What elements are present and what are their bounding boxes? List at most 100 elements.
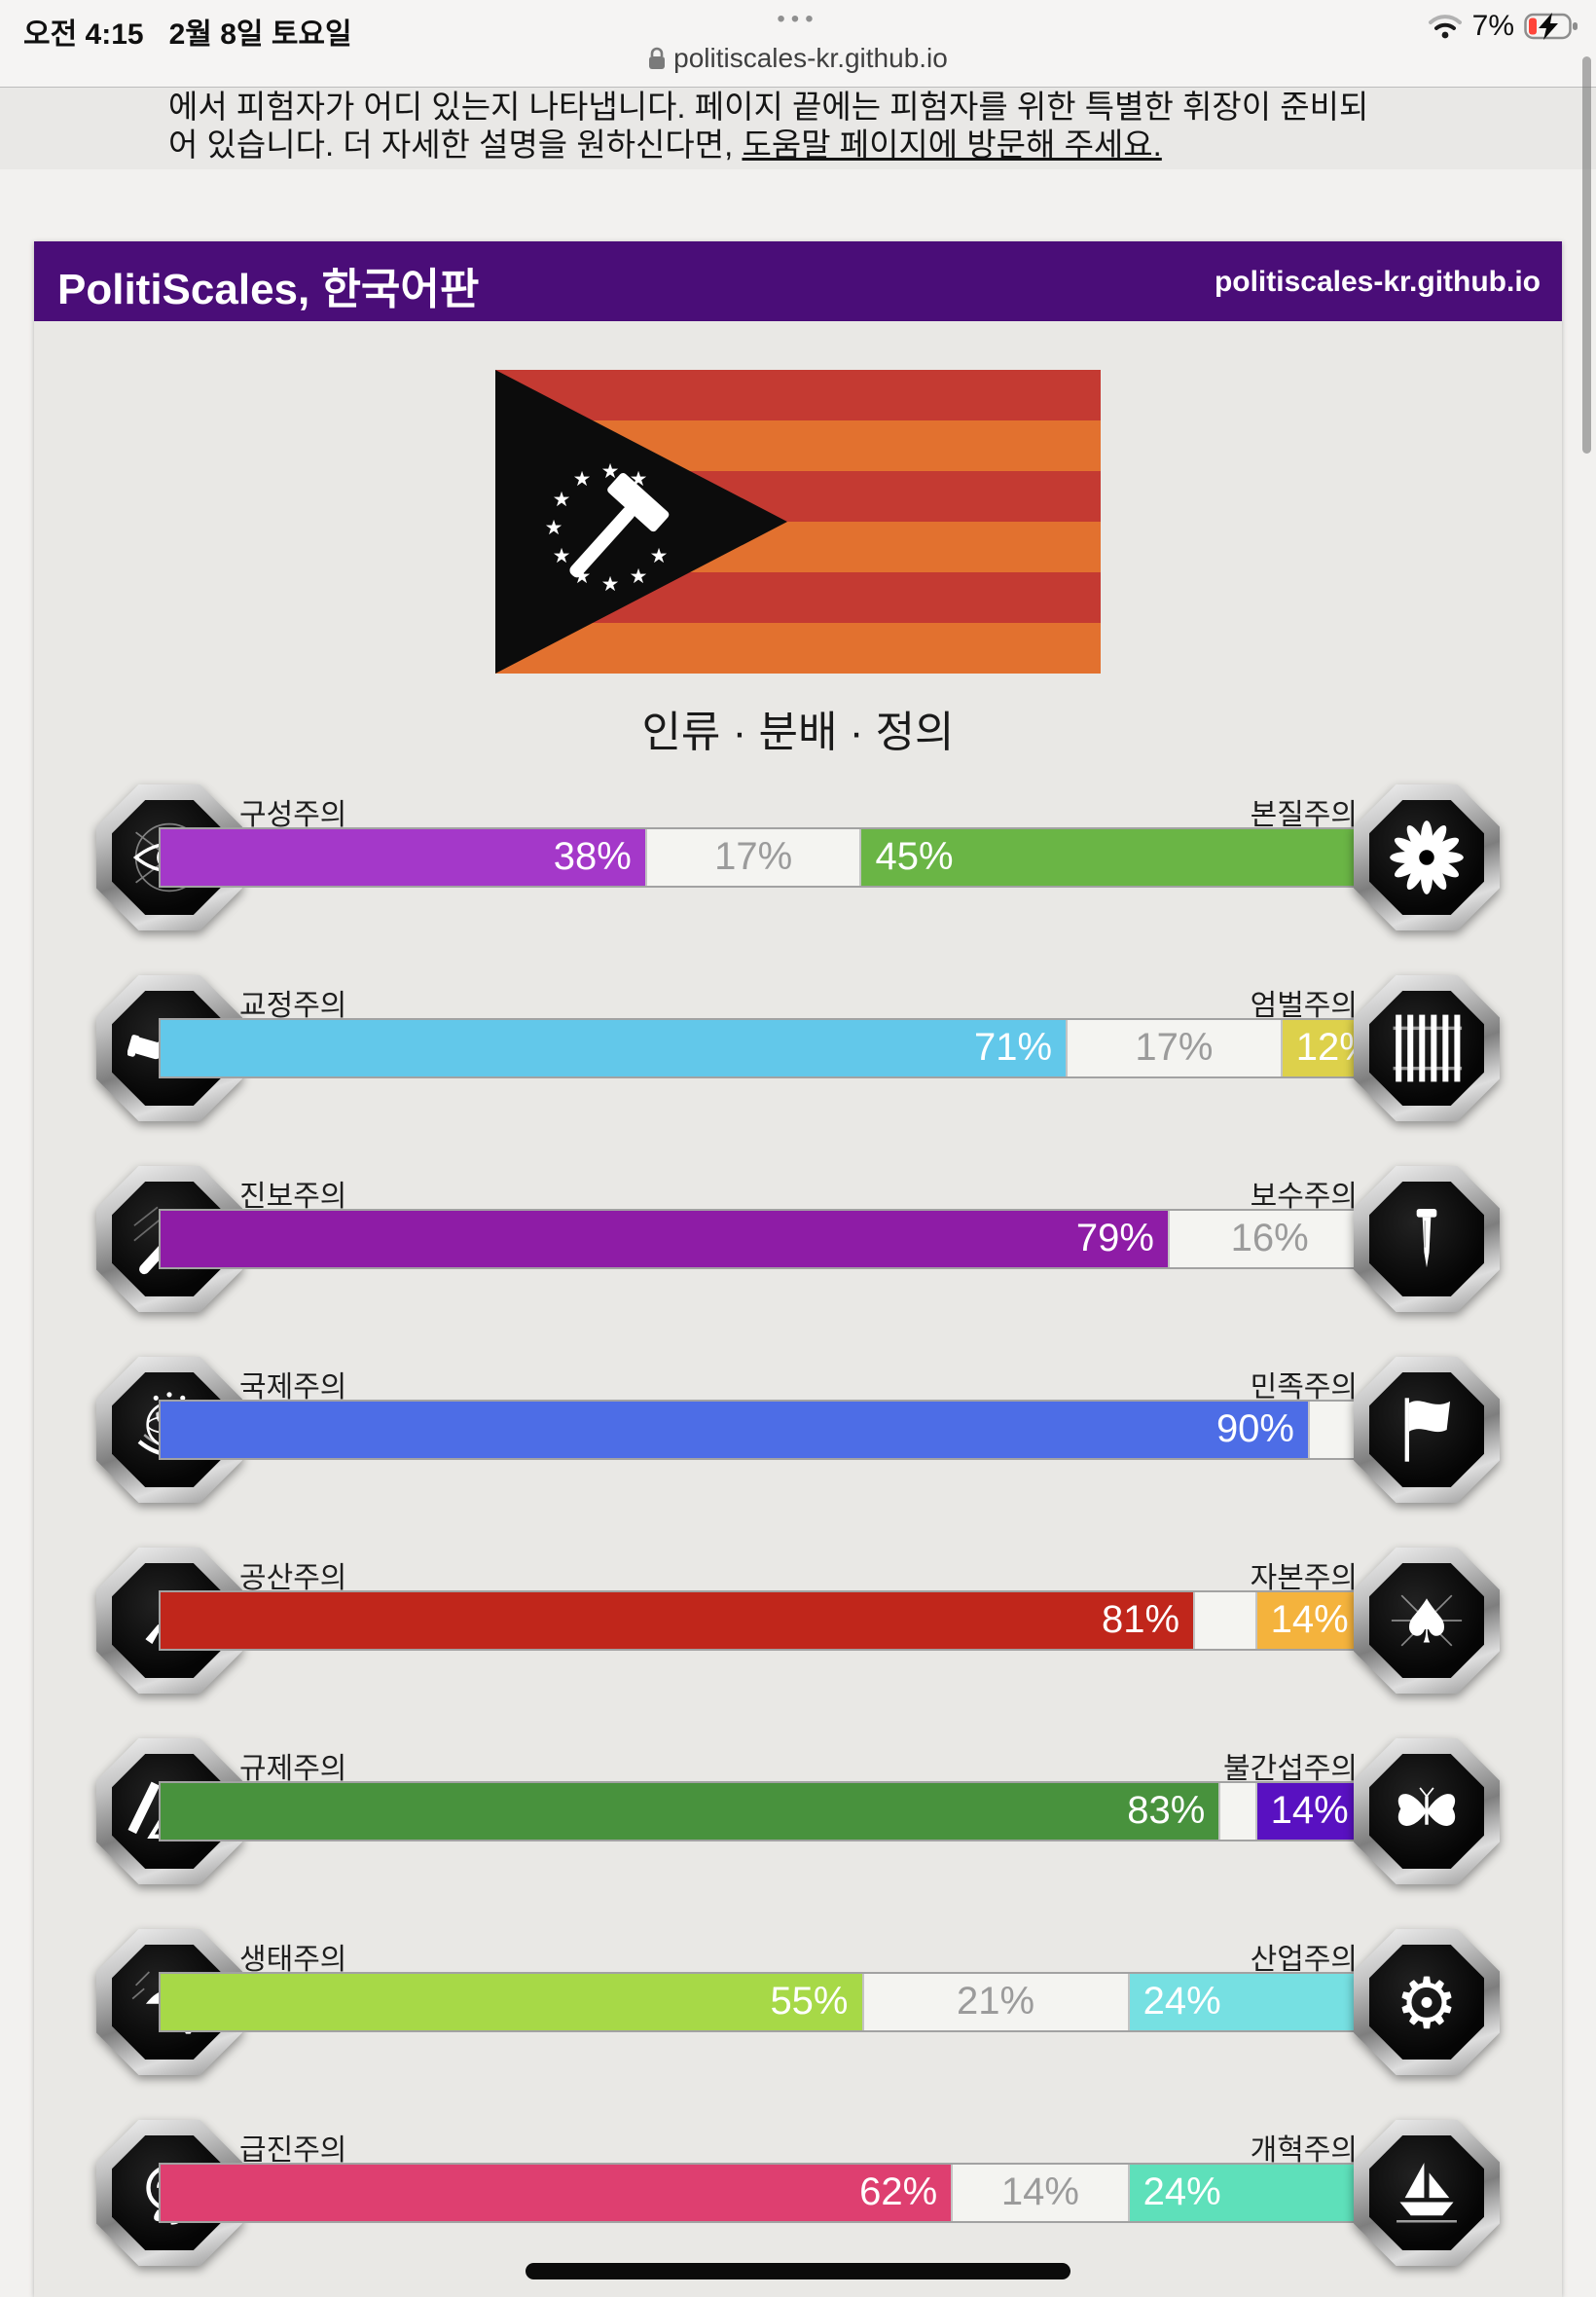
- axis-left-label: 진보주의: [239, 1181, 347, 1213]
- axis-neutral-segment: 21%: [861, 1974, 1130, 2030]
- axis-left-label: 공산주의: [239, 1562, 347, 1594]
- axis-right-icon: [1385, 1960, 1469, 2044]
- status-datetime: 오전 4:15 2월 8일 토요일: [23, 10, 352, 53]
- intro-line-1: 에서 피험자가 어디 있는지 나타냅니다. 페이지 끝에는 피험자를 위한 특별…: [168, 89, 1369, 125]
- axis-row: 교정주의 엄벌주의 71% 17% 12%: [34, 946, 1562, 1137]
- axis-right-icon: [1385, 2151, 1469, 2235]
- svg-text:★: ★: [553, 544, 571, 567]
- battery-percent: 7%: [1471, 10, 1514, 42]
- axis-neutral-segment: [1193, 1592, 1257, 1649]
- svg-text:★: ★: [630, 467, 648, 491]
- site-url-label: politiscales-kr.github.io: [1214, 266, 1541, 298]
- axis-right-icon: [1385, 816, 1469, 899]
- axis-left-segment: 71%: [161, 1020, 1067, 1076]
- axis-neutral-segment: [1218, 1783, 1257, 1840]
- axis-right-badge: [1354, 1929, 1500, 2075]
- lock-icon: [649, 47, 666, 69]
- svg-text:★: ★: [630, 565, 648, 588]
- axis-right-segment: 45%: [861, 829, 1435, 886]
- intro-line-2: 어 있습니다. 더 자세한 설명을 원하신다면, 도움말 페이지에 방문해 주세…: [168, 126, 1596, 164]
- axis-row: 국제주의 민족주의 90%: [34, 1328, 1562, 1518]
- svg-text:★: ★: [545, 516, 563, 539]
- axis-left-label: 구성주의: [239, 799, 347, 831]
- axis-right-badge: [1354, 2120, 1500, 2266]
- axis-right-icon: [1385, 1006, 1469, 1090]
- axis-left-segment: 55%: [161, 1974, 862, 2030]
- axes-list: 구성주의 본질주의 38% 17% 45% 교정주의 엄벌주의 71% 17% …: [34, 755, 1562, 2281]
- axis-row: 진보주의 보수주의 79% 16%: [34, 1137, 1562, 1328]
- axis-right-badge: [1354, 1738, 1500, 1884]
- axis-row: 급진주의 개혁주의 62% 14% 24%: [34, 2091, 1562, 2281]
- axis-right-label: 산업주의: [1250, 1944, 1358, 1976]
- wifi-icon: [1428, 15, 1462, 39]
- axis-left-label: 국제주의: [239, 1371, 347, 1404]
- axis-right-label: 민족주의: [1250, 1371, 1358, 1404]
- result-flag: ★★★ ★★★ ★ ★ ★ ★: [495, 370, 1101, 674]
- axis-row: 생태주의 산업주의 55% 21% 24%: [34, 1900, 1562, 2091]
- axis-right-label: 본질주의: [1250, 799, 1358, 831]
- axis-bar: 90%: [159, 1400, 1437, 1460]
- axis-right-icon: [1385, 1388, 1469, 1472]
- app-header: PolitiScales, 한국어판 politiscales-kr.githu…: [34, 241, 1562, 321]
- intro-paragraph: 에서 피험자가 어디 있는지 나타냅니다. 페이지 끝에는 피험자를 위한 특별…: [0, 88, 1596, 169]
- tab-dots: •••: [777, 6, 819, 32]
- axis-left-label: 규제주의: [239, 1753, 347, 1785]
- home-indicator[interactable]: [526, 2263, 1070, 2279]
- axis-right-icon: [1385, 1769, 1469, 1853]
- page-title: PolitiScales, 한국어판: [57, 266, 480, 313]
- axis-bar: 62% 14% 24%: [159, 2163, 1437, 2223]
- axis-bar: 55% 21% 24%: [159, 1972, 1437, 2032]
- axis-right-label: 엄벌주의: [1250, 990, 1358, 1022]
- axis-neutral-segment: 17%: [644, 829, 862, 886]
- axis-bar: 81% 14%: [159, 1590, 1437, 1651]
- axis-bar: 83% 14%: [159, 1781, 1437, 1841]
- intro-line-2-text: 어 있습니다. 더 자세한 설명을 원하신다면,: [168, 127, 743, 163]
- svg-text:★: ★: [601, 572, 620, 596]
- axis-left-label: 교정주의: [239, 990, 347, 1022]
- axis-right-badge: [1354, 1548, 1500, 1694]
- scrollbar-thumb[interactable]: [1582, 56, 1591, 454]
- axis-left-segment: 90%: [161, 1402, 1308, 1458]
- axis-neutral-segment: 16%: [1167, 1211, 1372, 1267]
- axis-right-badge: [1354, 1166, 1500, 1312]
- axis-left-segment: 62%: [161, 2165, 952, 2221]
- axis-left-label: 생태주의: [239, 1944, 347, 1976]
- axis-right-label: 불간섭주의: [1223, 1753, 1358, 1785]
- axis-neutral-segment: 14%: [951, 2165, 1130, 2221]
- axis-right-icon: [1385, 1197, 1469, 1281]
- axis-right-badge: [1354, 1357, 1500, 1503]
- axis-right-label: 자본주의: [1250, 1562, 1358, 1594]
- axis-left-segment: 79%: [161, 1211, 1168, 1267]
- axis-row: 공산주의 자본주의 81% 14%: [34, 1518, 1562, 1709]
- axis-bar: 71% 17% 12%: [159, 1018, 1437, 1078]
- svg-text:★: ★: [573, 565, 592, 588]
- axis-right-label: 개혁주의: [1250, 2134, 1358, 2167]
- axis-neutral-segment: 17%: [1066, 1020, 1283, 1076]
- axis-right-icon: [1385, 1579, 1469, 1662]
- svg-text:★: ★: [650, 544, 669, 567]
- axis-bar: 38% 17% 45%: [159, 827, 1437, 888]
- axis-bar: 79% 16%: [159, 1209, 1437, 1269]
- url-text: politiscales-kr.github.io: [673, 43, 948, 73]
- axis-left-label: 급진주의: [239, 2134, 347, 2167]
- svg-text:★: ★: [553, 488, 571, 511]
- svg-text:★: ★: [573, 467, 592, 491]
- battery-charging-icon: [1524, 13, 1578, 40]
- svg-text:★: ★: [601, 459, 620, 483]
- status-bar: 오전 4:15 2월 8일 토요일 ••• 7% politiscales-kr.…: [0, 0, 1596, 88]
- section-title: 인류 · 분배 · 정의: [641, 709, 955, 756]
- status-indicators: 7%: [1428, 10, 1580, 43]
- results-card: PolitiScales, 한국어판 politiscales-kr.githu…: [34, 241, 1562, 2297]
- axis-left-segment: 38%: [161, 829, 645, 886]
- axis-right-badge: [1354, 784, 1500, 930]
- help-page-link[interactable]: 도움말 페이지에 방문해 주세요.: [742, 127, 1162, 163]
- status-time: 오전 4:15: [23, 18, 144, 51]
- axis-right-badge: [1354, 975, 1500, 1121]
- axis-left-segment: 81%: [161, 1592, 1194, 1649]
- status-date: 2월 8일 토요일: [168, 18, 352, 51]
- address-bar[interactable]: politiscales-kr.github.io: [0, 43, 1596, 74]
- axis-row: 규제주의 불간섭주의 83% 14%: [34, 1709, 1562, 1900]
- axis-left-segment: 83%: [161, 1783, 1219, 1840]
- axis-row: 구성주의 본질주의 38% 17% 45%: [34, 755, 1562, 946]
- axis-right-label: 보수주의: [1250, 1181, 1358, 1213]
